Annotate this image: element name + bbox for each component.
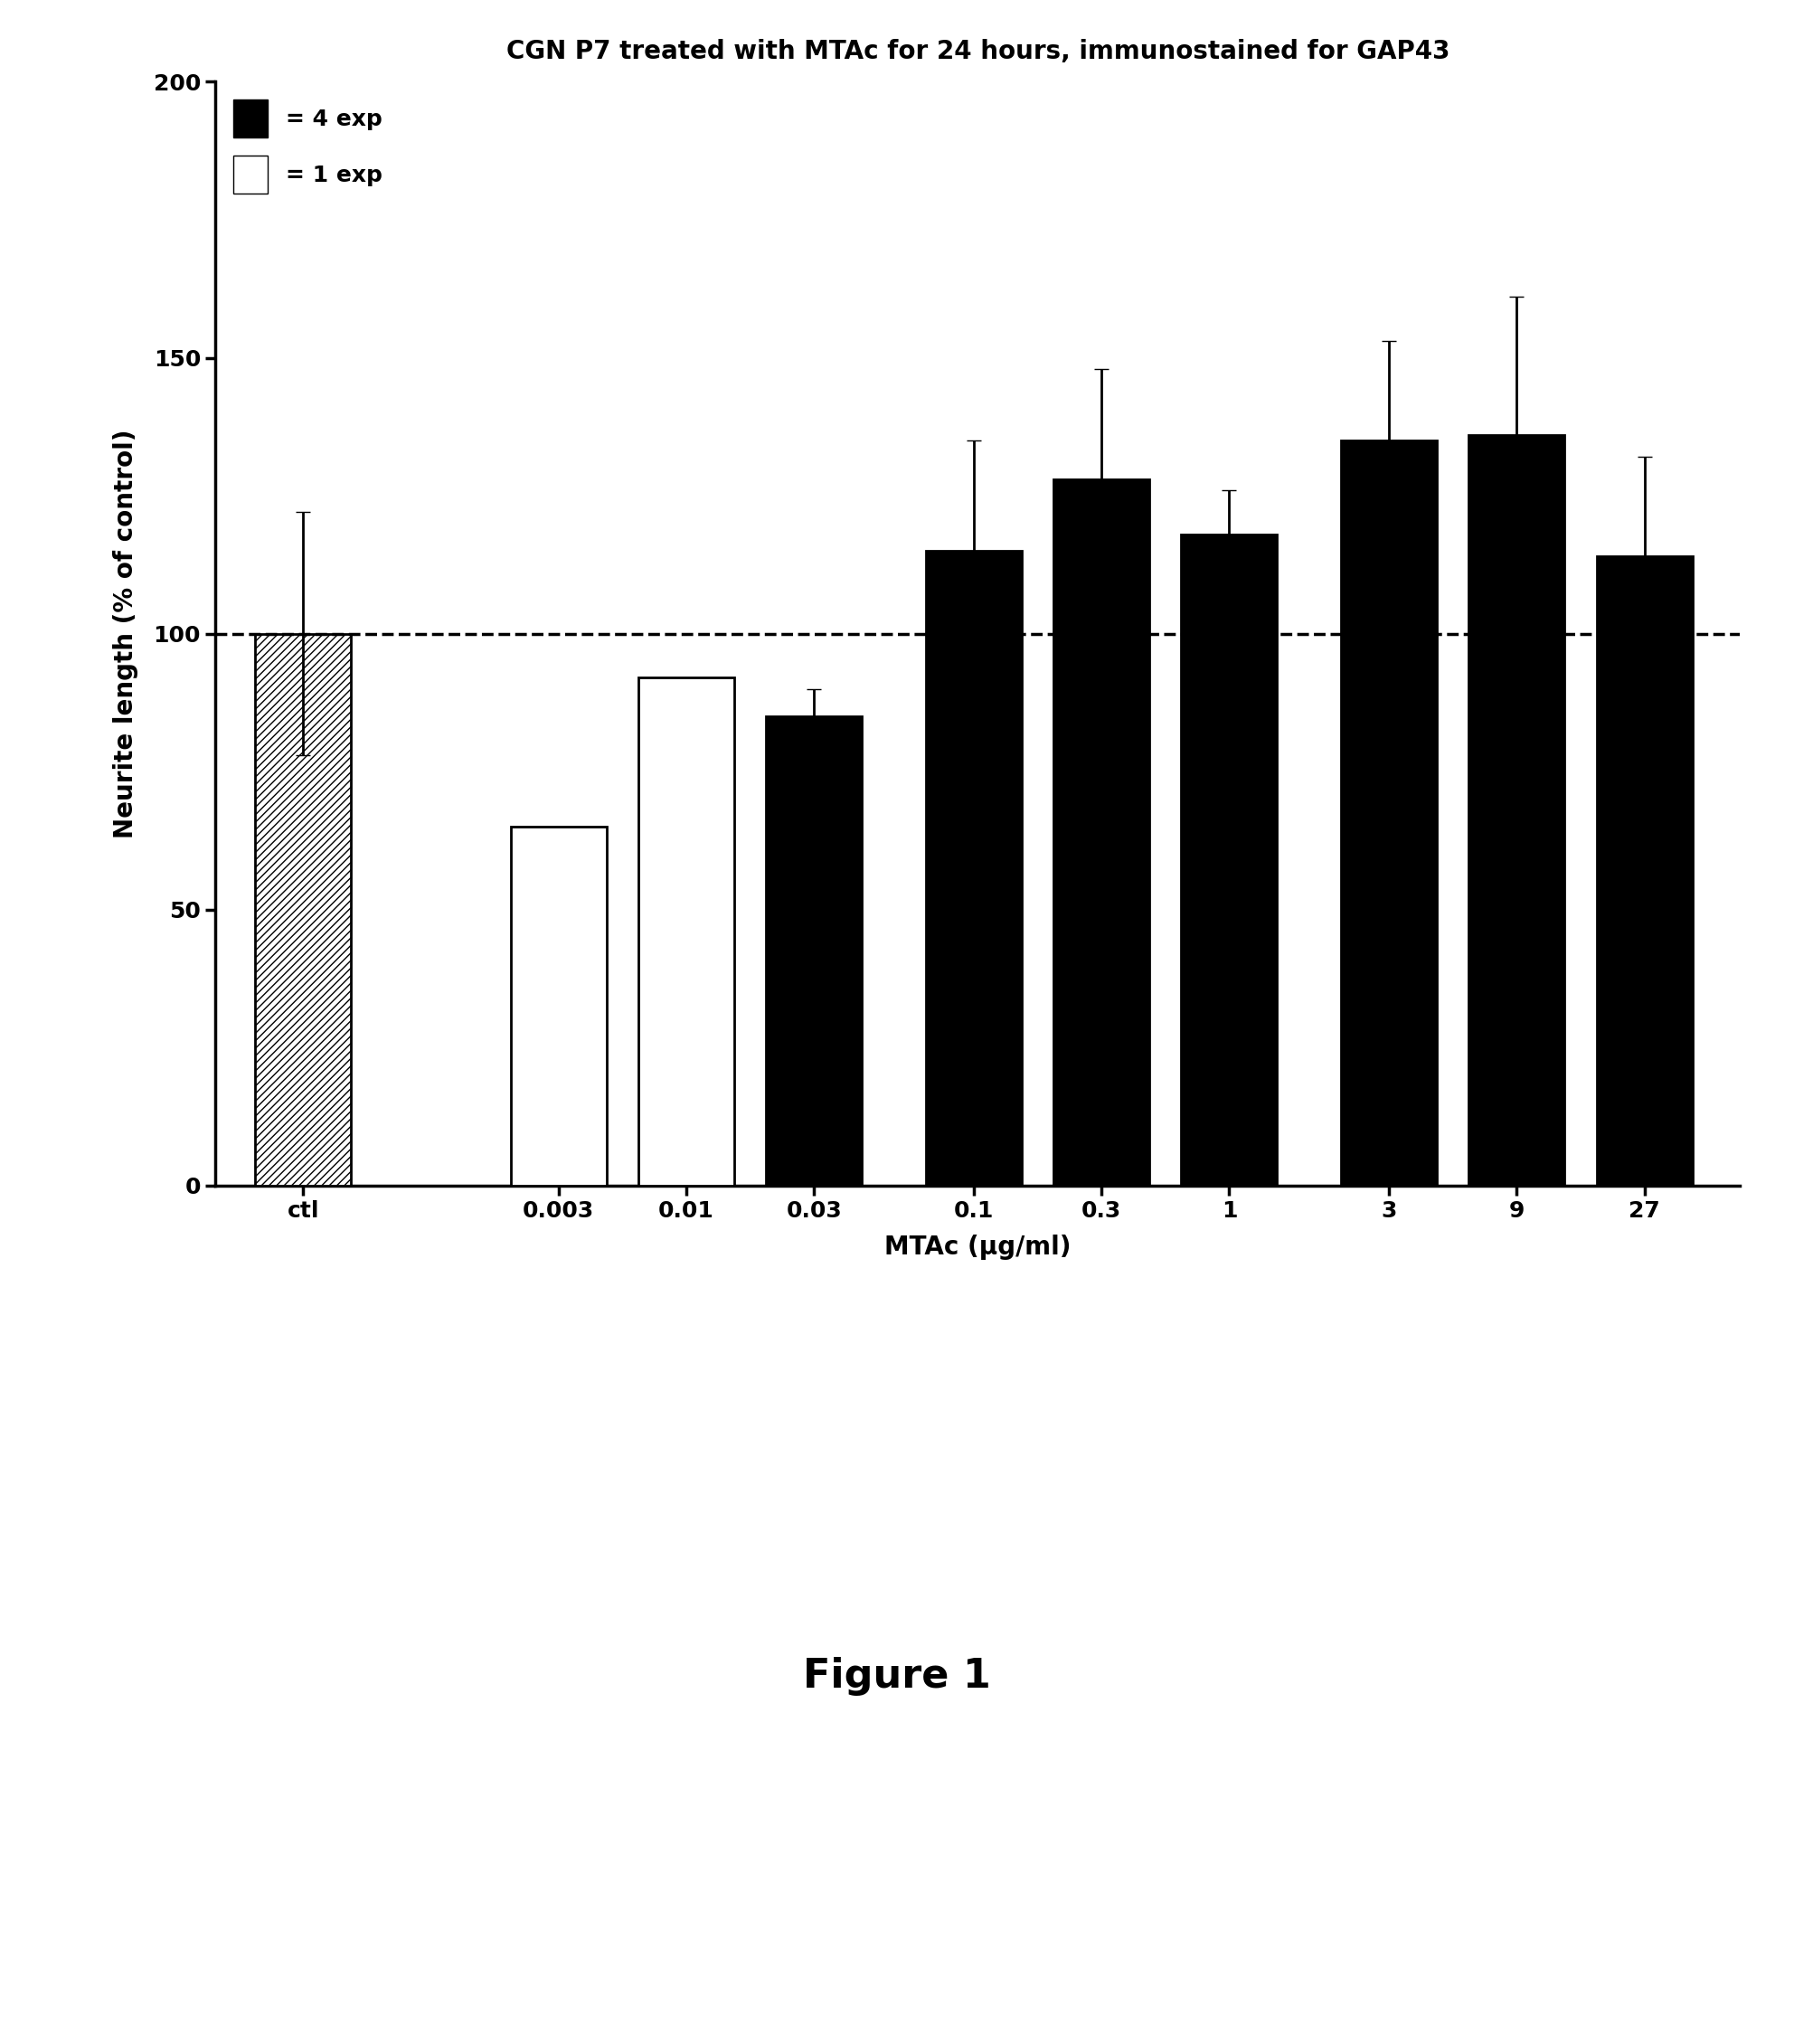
Bar (1597, 556, 1692, 1186)
Legend: = 4 exp, = 1 exp: = 4 exp, = 1 exp (224, 90, 391, 202)
Y-axis label: Neurite length (% of control): Neurite length (% of control) (113, 429, 138, 838)
Bar (1053, 478, 1150, 1186)
Title: CGN P7 treated with MTAc for 24 hours, immunostained for GAP43: CGN P7 treated with MTAc for 24 hours, i… (506, 39, 1450, 65)
Bar (1180, 533, 1277, 1186)
Bar (926, 552, 1021, 1186)
Bar (1469, 435, 1564, 1186)
X-axis label: MTAc (μg/ml): MTAc (μg/ml) (884, 1235, 1071, 1259)
Text: Figure 1: Figure 1 (804, 1656, 990, 1697)
Bar (639, 679, 734, 1186)
Bar (1340, 442, 1437, 1186)
Bar (255, 634, 352, 1186)
Bar (766, 717, 861, 1186)
Bar (511, 828, 606, 1186)
